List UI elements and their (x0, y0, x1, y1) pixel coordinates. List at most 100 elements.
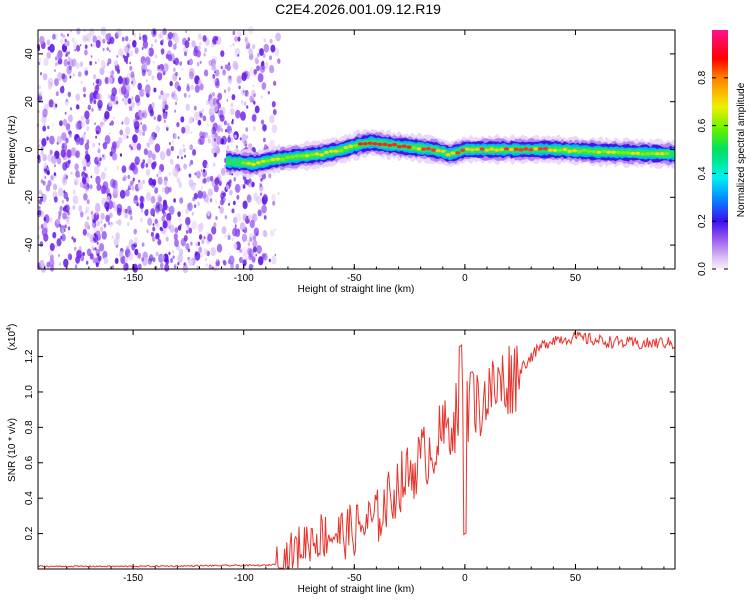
noise-speckle (110, 178, 116, 188)
noise-speckle (47, 125, 50, 130)
noise-speckle (178, 167, 181, 171)
noise-speckle (213, 104, 219, 113)
noise-speckle (237, 53, 240, 57)
noise-speckle (166, 125, 169, 128)
noise-speckle (134, 94, 141, 104)
noise-speckle (86, 248, 92, 257)
noise-speckle (161, 209, 165, 214)
noise-speckle (253, 93, 256, 98)
noise-speckle (100, 220, 103, 224)
noise-speckle (116, 203, 123, 213)
noise-speckle (42, 180, 46, 186)
noise-speckle (94, 165, 100, 175)
noise-speckle (220, 128, 224, 133)
ridge-core-point (645, 152, 650, 156)
noise-speckle (203, 69, 209, 77)
noise-speckle (75, 62, 80, 70)
noise-speckle (55, 103, 58, 108)
noise-speckle (148, 136, 154, 145)
noise-speckle (175, 71, 178, 77)
noise-speckle (132, 134, 138, 144)
noise-speckle (190, 131, 193, 135)
noise-speckle (156, 222, 160, 228)
noise-speckle (225, 215, 228, 219)
ridge-core-point (562, 148, 568, 152)
noise-speckle (167, 31, 173, 40)
noise-speckle (84, 70, 89, 76)
noise-speckle (178, 148, 183, 156)
noise-speckle (255, 59, 259, 65)
noise-speckle (152, 223, 155, 226)
noise-speckle (105, 33, 110, 41)
noise-speckle (68, 58, 74, 68)
noise-speckle (128, 183, 132, 189)
noise-speckle (106, 195, 111, 203)
noise-speckle (87, 232, 92, 239)
noise-speckle (68, 114, 73, 123)
noise-speckle (145, 192, 152, 201)
noise-speckle (258, 182, 261, 186)
noise-speckle (80, 115, 85, 122)
noise-speckle (173, 67, 176, 72)
colorbar-gradient (712, 30, 728, 269)
noise-speckle (124, 212, 128, 219)
noise-speckle (227, 145, 229, 149)
noise-speckle (253, 192, 259, 202)
noise-speckle (183, 148, 186, 153)
noise-speckle (42, 125, 47, 132)
noise-speckle (169, 158, 174, 165)
noise-speckle (102, 47, 105, 52)
noise-speckle (199, 222, 204, 230)
x-tick-label: -50 (347, 573, 362, 584)
noise-speckle (172, 43, 177, 50)
noise-speckle (156, 71, 163, 81)
noise-speckle (244, 36, 248, 43)
noise-speckle (66, 65, 72, 75)
noise-speckle (150, 195, 156, 204)
noise-speckle (85, 206, 90, 213)
noise-speckle (253, 235, 257, 241)
y-tick-label: 0.6 (24, 455, 35, 469)
noise-speckle (119, 153, 123, 157)
noise-speckle (194, 84, 200, 93)
noise-speckle (179, 197, 184, 204)
noise-speckle (146, 208, 149, 212)
noise-speckle (228, 62, 230, 66)
noise-speckle (226, 125, 232, 134)
ridge-core-point (280, 157, 285, 161)
noise-speckle (109, 151, 113, 157)
noise-speckle (48, 99, 54, 108)
noise-speckle (92, 142, 96, 148)
noise-speckle (89, 184, 93, 190)
noise-speckle (96, 159, 101, 167)
noise-speckle (255, 232, 259, 237)
noise-speckle (185, 243, 190, 251)
noise-speckle (109, 212, 113, 219)
noise-speckle (199, 112, 203, 119)
noise-speckle (151, 162, 156, 170)
noise-speckle (188, 116, 194, 124)
noise-speckle (198, 79, 202, 86)
noise-speckle (38, 189, 42, 195)
noise-speckle (121, 165, 127, 173)
noise-speckle (167, 54, 172, 62)
noise-speckle (72, 195, 79, 205)
noise-speckle (184, 51, 187, 57)
noise-speckle (147, 157, 152, 165)
noise-speckle (230, 102, 234, 108)
noise-speckle (197, 119, 202, 126)
noise-speckle (149, 109, 154, 117)
noise-speckle (131, 101, 135, 109)
noise-speckle (174, 227, 179, 234)
noise-speckle (67, 91, 72, 98)
noise-speckle (203, 248, 209, 256)
noise-speckle (184, 124, 191, 135)
ridge-core-point (328, 149, 334, 153)
noise-speckle (98, 255, 102, 262)
noise-speckle (95, 39, 101, 49)
snr-x-label: Height of straight line (km) (298, 584, 415, 595)
noise-speckle (124, 98, 129, 106)
noise-speckle (233, 242, 238, 250)
noise-speckle (104, 110, 110, 120)
noise-speckle (130, 146, 133, 151)
